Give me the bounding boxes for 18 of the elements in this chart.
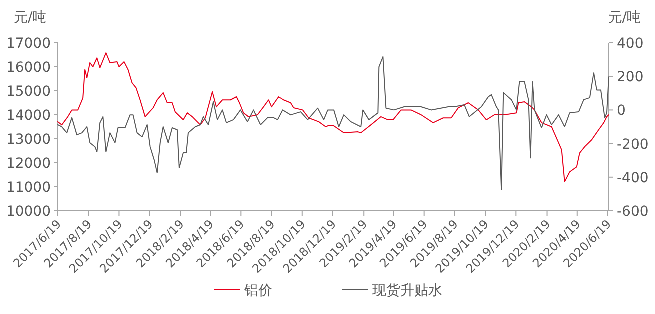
y-tick-label: 17000 <box>6 36 51 52</box>
y2-axis-title: 元/吨 <box>608 10 641 26</box>
y-tick-label: 12000 <box>6 156 51 172</box>
y-tick-label: 16000 <box>6 60 51 76</box>
y-tick-label: 15000 <box>6 84 51 100</box>
y2-tick-label: -600 <box>617 204 649 220</box>
y2-tick-label: 400 <box>617 36 644 52</box>
y-tick-label: 11000 <box>6 180 51 196</box>
y2-tick-label: -200 <box>617 136 649 153</box>
y2-tick-label: 0 <box>617 103 626 120</box>
y-tick-label: 10000 <box>6 204 51 220</box>
y-tick-label: 14000 <box>6 108 51 124</box>
y-tick-label: 13000 <box>6 132 51 148</box>
legend-label: 铝价 <box>244 283 272 299</box>
y2-tick-label: -400 <box>617 170 649 186</box>
y2-tick-label: 200 <box>617 70 644 86</box>
legend-label: 现货升贴水 <box>372 283 442 299</box>
y-axis-title: 元/吨 <box>14 10 47 26</box>
